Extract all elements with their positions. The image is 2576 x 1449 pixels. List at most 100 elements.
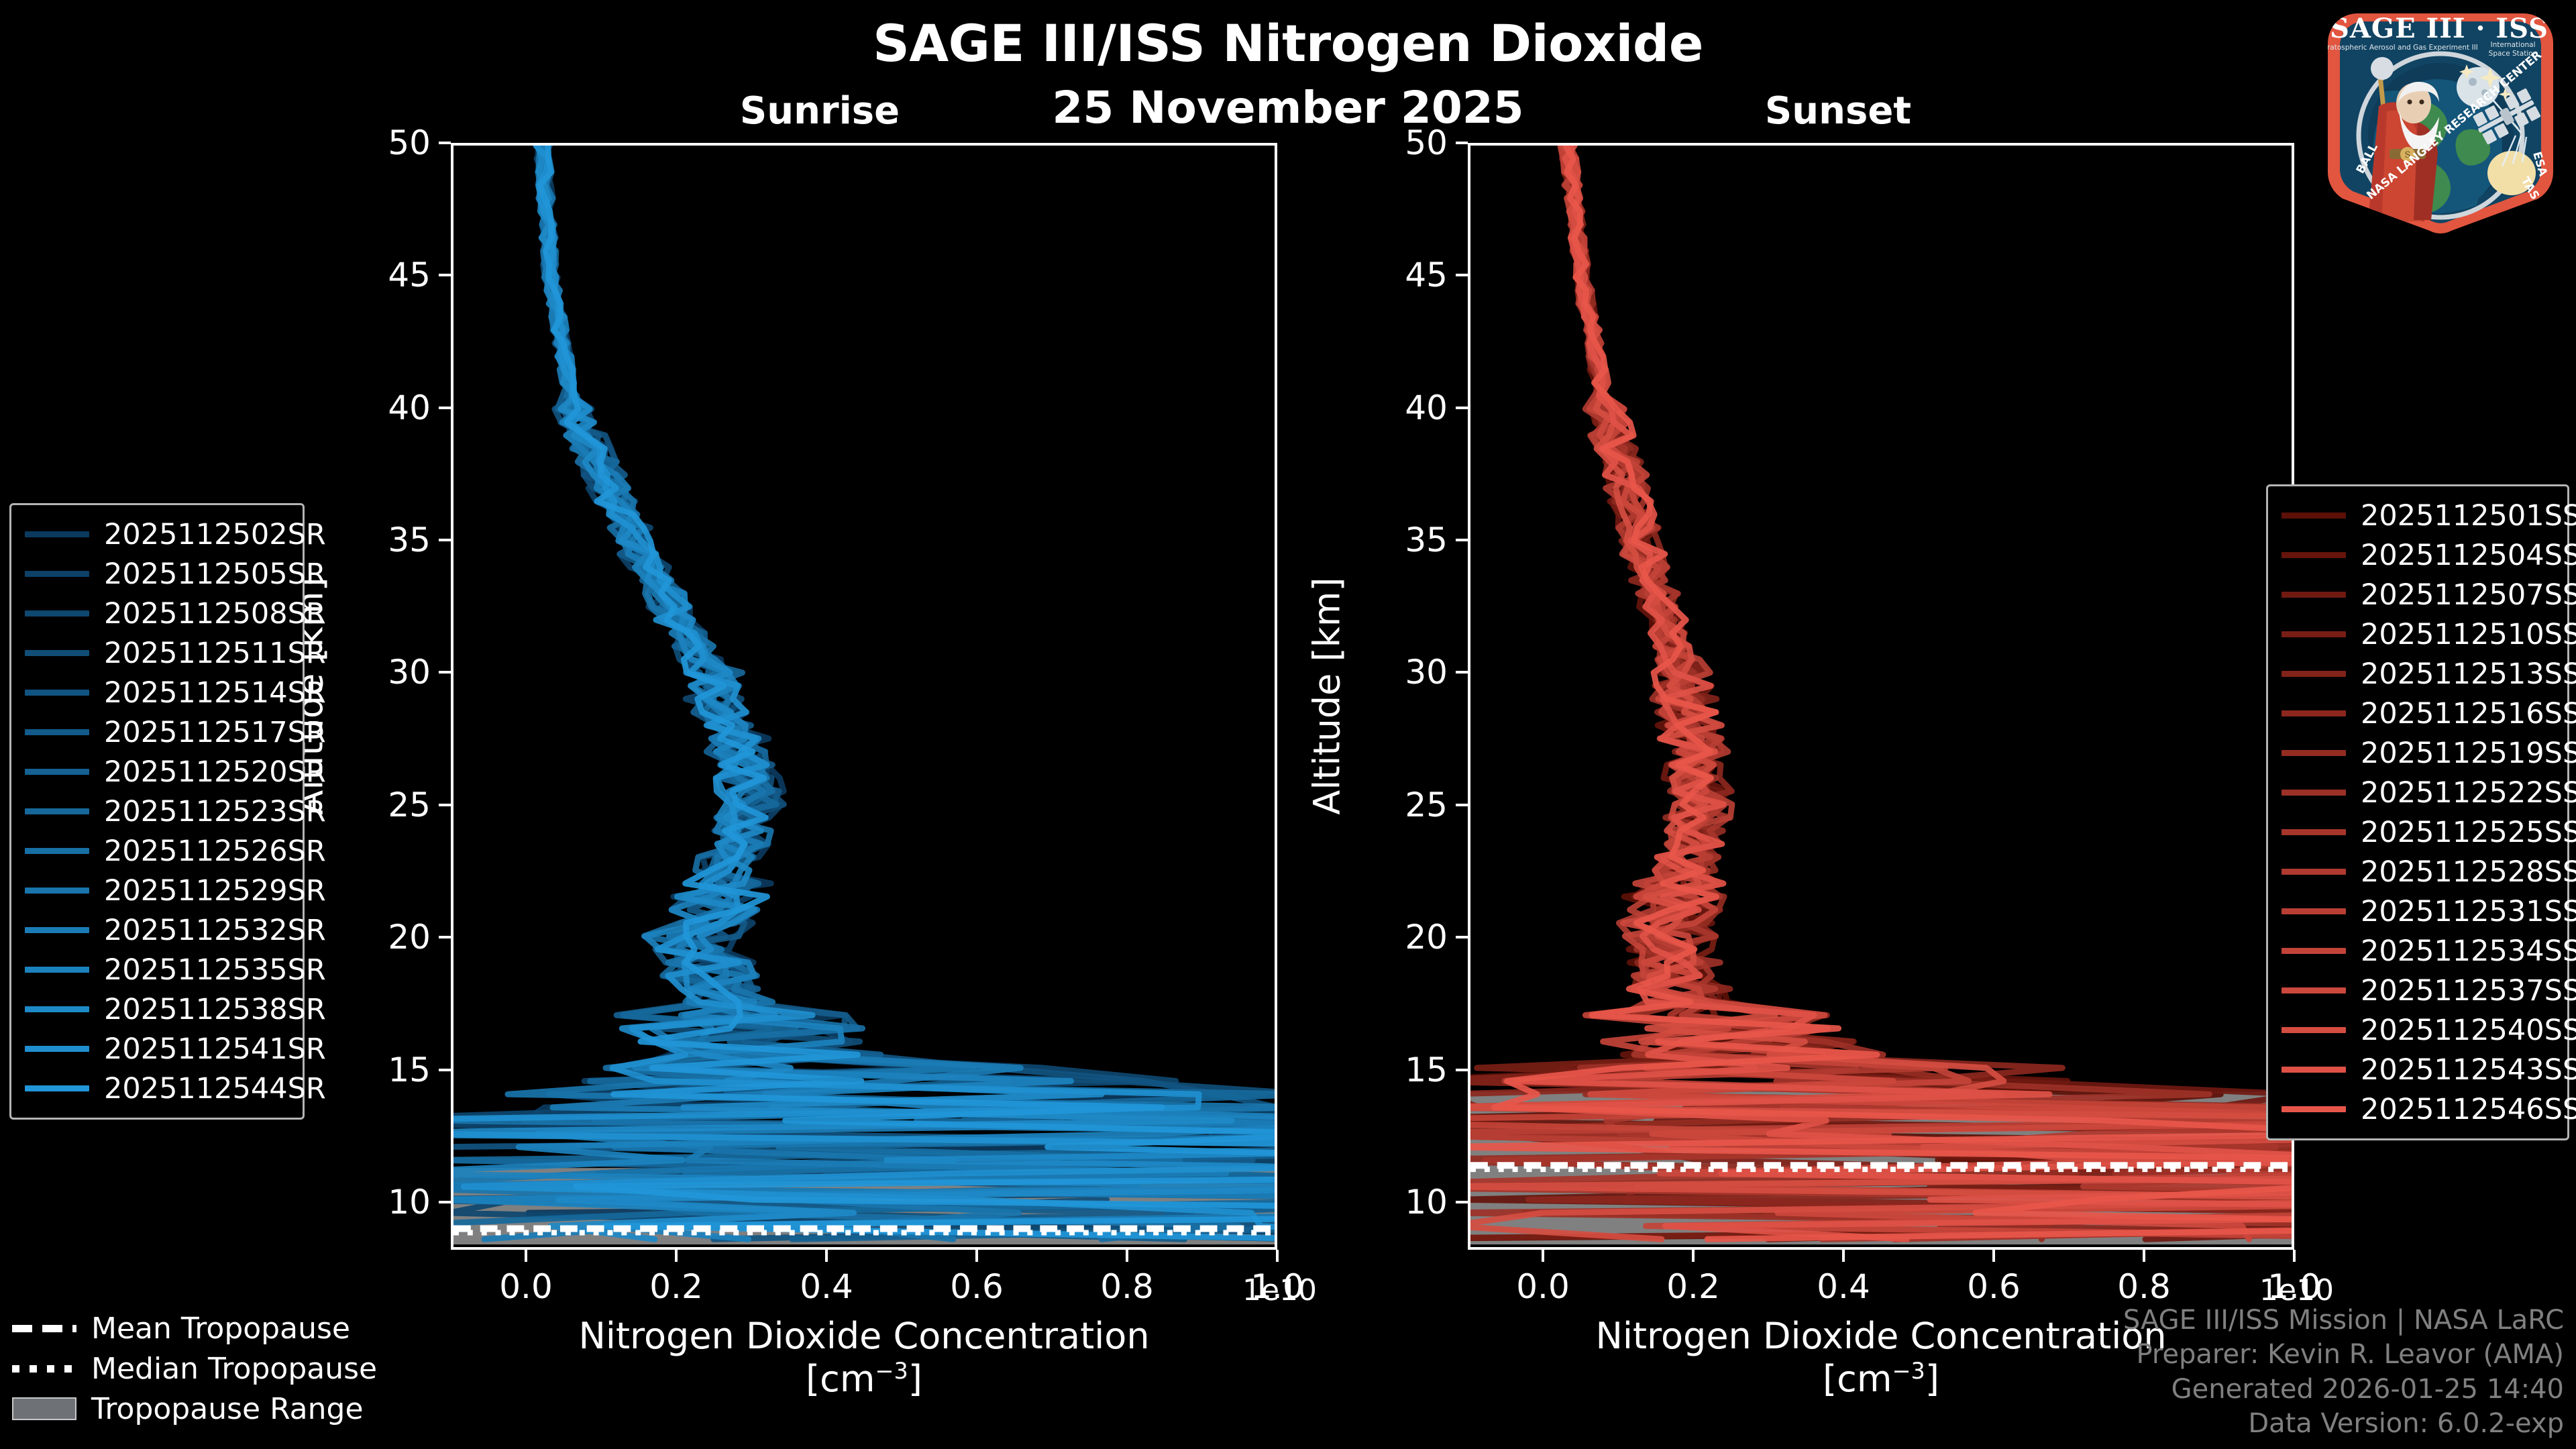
sunrise-legend-item[interactable]: 2025112529SR [21,871,326,910]
legend-color-swatch [25,1085,89,1091]
sunset-ytick-mark [1456,539,1468,542]
sunset-legend-item[interactable]: 2025112540SS [2277,1010,2576,1050]
sunrise-legend-item[interactable]: 2025112511SR [21,633,326,673]
sunset-legend-item[interactable]: 2025112510SS [2277,614,2576,654]
sunset-panel-title: Sunset [1764,89,1912,133]
legend-item-label: 2025112541SR [104,1032,326,1066]
sunrise-ytick-label: 35 [388,521,431,560]
legend-item-label: 2025112528SS [2361,855,2576,889]
legend-color-swatch [2282,750,2346,756]
sunrise-ytick-label: 30 [388,653,431,692]
sunrise-xtick-mark [1126,1250,1128,1262]
credits-mission: SAGE III/ISS Mission | NASA LaRC [2123,1305,2564,1336]
sunset-legend-item[interactable]: 2025112516SS [2277,694,2576,733]
legend-color-swatch [25,808,89,814]
sunrise-legend-item[interactable]: 2025112514SR [21,673,326,712]
credits-generated: Generated 2026-01-25 14:40 [2171,1373,2564,1405]
sunrise-legend-item[interactable]: 2025112544SR [21,1069,326,1108]
sunrise-legend-item[interactable]: 2025112538SR [21,989,326,1029]
sunset-legend-item[interactable]: 2025112531SS [2277,892,2576,931]
sage-iii-iss-logo: S SAGE III · ISS Stratospheric Aerosol a… [2328,13,2554,233]
svg-text:International: International [2490,41,2535,49]
page-title: SAGE III/ISS Nitrogen Dioxide [873,13,1703,73]
legend-item-label: 2025112519SS [2361,736,2576,770]
sunset-legend-item[interactable]: 2025112501SS [2277,496,2576,535]
sunset-legend-item[interactable]: 2025112519SS [2277,733,2576,773]
legend-color-swatch [2282,513,2346,519]
sunset-legend-item[interactable]: 2025112537SS [2277,971,2576,1010]
legend-color-swatch [25,729,89,735]
sunrise-xtick-label: 0.0 [499,1267,553,1306]
legend-color-swatch [25,610,89,616]
sunrise-legend-item[interactable]: 2025112523SR [21,792,326,831]
svg-text:SAGE III · ISS: SAGE III · ISS [2330,13,2548,44]
sunset-xtick-label: 0.2 [1666,1267,1720,1306]
legend-color-swatch [2282,1027,2346,1033]
tropopause-legend[interactable]: Mean Tropopause Median Tropopause Tropopau… [8,1308,377,1429]
sunrise-xtick-mark [1276,1250,1279,1262]
sunrise-ytick-mark [439,803,451,806]
profile-line [453,146,1275,1242]
legend-item-label: 2025112508SR [104,596,326,631]
legend-item-label: 2025112522SS [2361,775,2576,810]
sunrise-profile-lines [453,146,1275,1245]
legend-item-label: 2025112514SR [104,676,326,710]
sunset-ytick-label: 35 [1405,521,1448,560]
sunrise-xtick-mark [825,1250,828,1262]
sunrise-legend-item[interactable]: 2025112505SR [21,554,326,594]
sunset-legend-item[interactable]: 2025112525SS [2277,812,2576,852]
legend-color-swatch [2282,948,2346,954]
legend-color-swatch [25,888,89,894]
sunset-legend-item[interactable]: 2025112528SS [2277,852,2576,892]
sunrise-legend-item[interactable]: 2025112508SR [21,594,326,633]
sunset-ytick-mark [1456,671,1468,674]
tropopause-legend-item[interactable]: Median Tropopause [8,1348,377,1389]
sunrise-x-offset-text: 1e10 [1242,1273,1318,1307]
sunrise-ytick-label: 50 [388,123,431,162]
sunset-legend-item[interactable]: 2025112546SS [2277,1089,2576,1129]
sunset-ytick-mark [1456,142,1468,144]
sunset-ytick-label: 10 [1405,1182,1448,1222]
profile-line [453,146,1275,1230]
legend-item-label: 2025112507SS [2361,578,2576,612]
sunrise-legend-item[interactable]: 2025112517SR [21,712,326,752]
legend-item-label: 2025112513SS [2361,657,2576,691]
sunset-x-axis-label: Nitrogen Dioxide Concentration [cm−3] [1387,1315,2375,1400]
sunrise-xtick-label: 0.8 [1100,1267,1154,1306]
sunset-legend-item[interactable]: 2025112522SS [2277,773,2576,812]
sunrise-legend-item[interactable]: 2025112520SR [21,752,326,792]
sunrise-legend-item[interactable]: 2025112535SR [21,950,326,989]
legend-color-swatch [2282,552,2346,558]
sunrise-legend-item[interactable]: 2025112532SR [21,910,326,950]
legend-item-label: 2025112501SS [2361,498,2576,533]
sunrise-ytick-label: 20 [388,918,431,957]
sunrise-legend-item[interactable]: 2025112541SR [21,1029,326,1069]
tropopause-legend-item[interactable]: Mean Tropopause [8,1308,350,1348]
legend-color-swatch [25,650,89,656]
sunrise-ytick-mark [439,671,451,674]
sunset-legend-item[interactable]: 2025112504SS [2277,535,2576,575]
sunset-legend-item[interactable]: 2025112534SS [2277,931,2576,971]
legend-item-label: 2025112529SR [104,873,326,908]
legend-item-label: 2025112502SR [104,517,326,551]
tropopause-legend-item[interactable]: Tropopause Range [8,1389,364,1429]
sunset-legend[interactable]: 2025112501SS 2025112504SS 2025112507SS 2025… [2266,484,2576,1140]
sunset-xtick-mark [2143,1250,2145,1262]
sunset-ytick-mark [1456,1068,1468,1071]
legend-color-swatch [2282,790,2346,796]
legend-color-swatch [2282,631,2346,637]
sunrise-legend-item[interactable]: 2025112502SR [21,515,326,554]
sunrise-plot-area [451,143,1277,1250]
sunrise-xtick-mark [525,1250,527,1262]
sunset-legend-item[interactable]: 2025112543SS [2277,1050,2576,1089]
sunset-legend-item[interactable]: 2025112507SS [2277,575,2576,614]
sunset-xtick-mark [1692,1250,1695,1262]
sunset-legend-item[interactable]: 2025112513SS [2277,654,2576,694]
sunset-ytick-label: 45 [1405,256,1448,295]
sunrise-legend-item[interactable]: 2025112526SR [21,831,326,871]
legend-item-label: 2025112510SS [2361,617,2576,651]
legend-item-label: 2025112523SR [104,794,326,828]
legend-item-label: 2025112525SS [2361,815,2576,849]
sunrise-legend[interactable]: 2025112502SR 2025112505SR 2025112508SR 2025… [9,503,326,1120]
